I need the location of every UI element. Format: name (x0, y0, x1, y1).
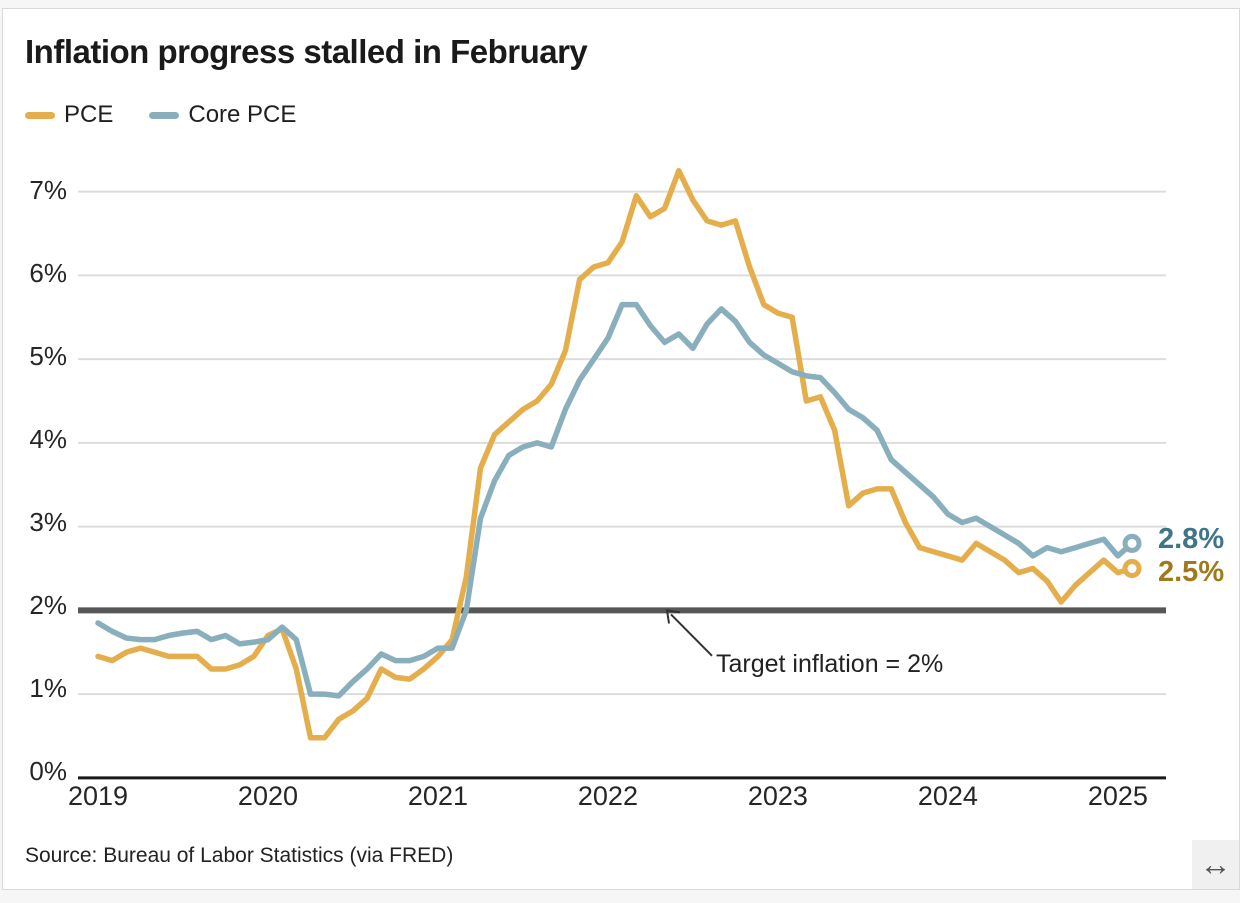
annotation-arrow (670, 613, 713, 657)
x-tick-label: 2025 (1087, 781, 1148, 811)
chart-card: Inflation progress stalled in February P… (2, 8, 1240, 890)
legend-item-pce: PCE (25, 101, 113, 129)
annotation-arrowhead-icon (665, 609, 681, 624)
x-tick-label: 2023 (747, 781, 808, 811)
y-tick-label: 2% (29, 590, 67, 620)
pce-color-swatch-icon (25, 111, 55, 119)
x-tick-label: 2019 (67, 781, 129, 811)
y-tick-label: 6% (29, 258, 67, 288)
pce-end-value-label: 2.5% (1158, 555, 1225, 588)
target-inflation-annotation: Target inflation = 2% (716, 650, 944, 678)
page-title: Inflation progress stalled in February (25, 33, 588, 70)
y-tick-label: 3% (29, 507, 67, 537)
legend-label-core-pce: Core PCE (188, 101, 297, 128)
y-tick-label: 7% (29, 175, 67, 205)
y-tick-label: 4% (29, 424, 67, 454)
core-pce-line (95, 301, 1135, 699)
x-tick-label: 2020 (237, 781, 298, 811)
x-tick-label: 2024 (917, 781, 978, 811)
resize-width-button[interactable]: ↔ (1192, 840, 1239, 889)
x-tick-label: 2022 (577, 781, 638, 811)
legend-item-core-pce: Core PCE (149, 101, 296, 129)
inflation-line-chart (78, 167, 1166, 780)
x-tick-label: 2021 (407, 781, 468, 811)
core-pce-color-swatch-icon (149, 111, 180, 119)
y-tick-label: 0% (29, 756, 67, 786)
horizontal-resize-arrow-icon: ↔ (1199, 846, 1232, 882)
pce-line (95, 167, 1135, 741)
y-tick-label: 1% (29, 673, 67, 703)
legend-label-pce: PCE (64, 101, 114, 128)
core-pce-end-point (1122, 533, 1142, 553)
source-attribution: Source: Bureau of Labor Statistics (via … (25, 844, 454, 867)
y-tick-label: 5% (29, 341, 67, 371)
pce-end-point (1122, 558, 1142, 579)
core-pce-end-value-label: 2.8% (1158, 522, 1225, 555)
chart-legend: PCE Core PCE (25, 101, 318, 129)
